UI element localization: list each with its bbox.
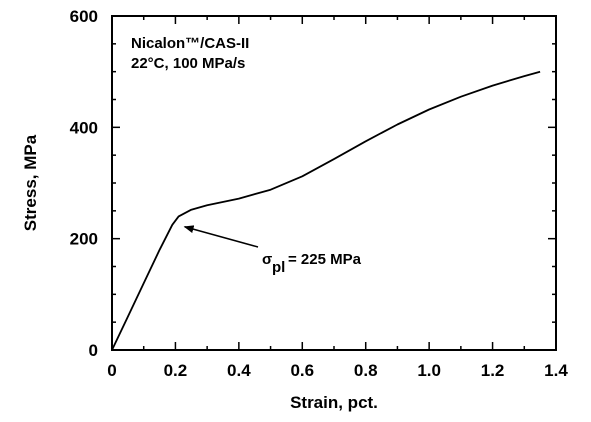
annotation-arrow (183, 225, 259, 248)
x-tick-label: 1.0 (417, 361, 441, 380)
legend-material: Nicalon™/CAS-II (131, 35, 249, 52)
annotation-symbol: σ (262, 251, 272, 268)
x-tick-label: 0.8 (354, 361, 378, 380)
stress-strain-curve (111, 70, 541, 351)
y-tick-label: 600 (70, 7, 98, 26)
y-tick-label: 200 (70, 230, 98, 249)
annotation-subscript: pl (272, 259, 285, 276)
y-tick-label: 400 (70, 118, 98, 137)
y-tick-label: 0 (89, 341, 98, 360)
x-tick-label: 1.2 (481, 361, 505, 380)
x-tick-label: 1.4 (544, 361, 568, 380)
x-tick-label: 0.2 (164, 361, 188, 380)
x-tick-label: 0.4 (227, 361, 251, 380)
x-axis-label: Strain, pct. (290, 393, 378, 412)
x-tick-label: 0.6 (290, 361, 314, 380)
legend-conditions: 22°C, 100 MPa/s (131, 55, 245, 72)
y-axis-label: Stress, MPa (21, 134, 40, 231)
x-tick-label: 0 (107, 361, 116, 380)
annotation-text: = 225 MPa (288, 251, 362, 268)
